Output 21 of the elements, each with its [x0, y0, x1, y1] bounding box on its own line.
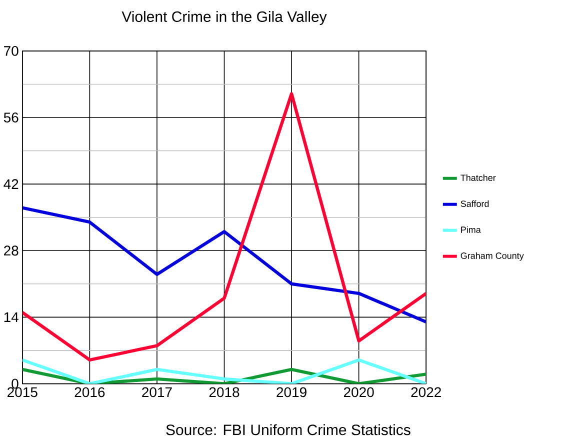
y-tick-label: 0 [12, 378, 18, 389]
x-tick-label: 2020 [344, 387, 374, 398]
x-tick-label: 2016 [74, 387, 105, 398]
y-tick-label: 14 [4, 312, 18, 322]
legend-label: Safford [460, 200, 489, 208]
y-tick-label: 28 [4, 246, 18, 256]
legend-label: Graham County [460, 252, 524, 261]
x-tick-label: 2017 [142, 387, 172, 398]
y-tick-label: 42 [4, 179, 18, 190]
line-series [22, 92, 426, 362]
x-tick-label: 2018 [209, 387, 240, 398]
chart-title: Violent Crime in the Gila Valley [122, 11, 327, 26]
y-tick-label: 56 [4, 112, 18, 123]
x-tick-label: 2022 [411, 387, 441, 398]
y-tick-label: 70 [4, 46, 18, 56]
source-note: Source: FBI Uniform Crime Statistics [166, 424, 410, 436]
x-tick-label: 2019 [276, 387, 306, 398]
legend-label: Pima [461, 226, 481, 234]
legend-label: Thatcher [460, 174, 496, 182]
x-tick-label: 2015 [8, 387, 38, 398]
line-series [22, 206, 426, 324]
